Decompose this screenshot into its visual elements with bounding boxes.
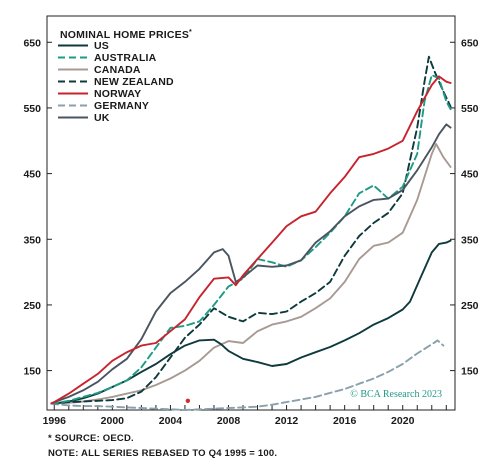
- x-tick-label: 2008: [217, 415, 241, 427]
- chart-title: NOMINAL HOME PRICES*: [60, 29, 192, 41]
- y-tick-left-label: 150: [23, 366, 41, 378]
- y-tick-right-label: 550: [461, 103, 479, 115]
- x-tick-label: 2000: [101, 415, 125, 427]
- y-tick-right-label: 150: [461, 366, 479, 378]
- legend-label-new-zealand: NEW ZEALAND: [94, 76, 174, 88]
- y-tick-right-label: 650: [461, 37, 479, 49]
- red-marker-dot: [185, 398, 191, 404]
- series-line-germany: [50, 339, 445, 411]
- x-tick-label: 2012: [275, 415, 299, 427]
- y-tick-left-label: 250: [23, 300, 41, 312]
- y-tick-left-label: 550: [23, 103, 41, 115]
- source-footnote: * SOURCE: OECD.: [48, 433, 134, 444]
- chart-title-footnote-mark: *: [189, 29, 192, 36]
- series-line-uk: [50, 123, 452, 405]
- plot-frame: [46, 15, 456, 411]
- y-tick-left-label: 350: [23, 234, 41, 246]
- legend-label-norway: NORWAY: [94, 88, 141, 100]
- y-tick-right-label: 250: [461, 300, 479, 312]
- legend-label-canada: CANADA: [94, 64, 141, 76]
- y-tick-left-label: 650: [23, 37, 41, 49]
- y-axis-left: 150 250 350 450 550 650: [23, 37, 52, 378]
- x-tick-label: 2004: [159, 415, 183, 427]
- legend-label-us: US: [94, 40, 109, 52]
- y-tick-right-label: 450: [461, 169, 479, 181]
- legend-label-uk: UK: [94, 112, 110, 124]
- legend-label-australia: AUSTRALIA: [94, 52, 157, 64]
- x-tick-label: 2016: [333, 415, 357, 427]
- x-tick-label: 2020: [391, 415, 415, 427]
- legend: NOMINAL HOME PRICES* USAUSTRALIACANADANE…: [58, 29, 192, 124]
- legend-label-germany: GERMANY: [94, 100, 149, 112]
- series-line-norway: [50, 75, 452, 405]
- y-axis-right: 150 250 350 450 550 650: [450, 37, 479, 378]
- plot-border: [46, 15, 456, 411]
- y-tick-left-label: 450: [23, 169, 41, 181]
- x-axis: 1996 2000 2004 2008 2012 2016 2020: [43, 405, 447, 427]
- chart-title-text: NOMINAL HOME PRICES: [60, 29, 189, 41]
- series-line-australia: [50, 74, 452, 405]
- x-tick-label: 1996: [43, 415, 67, 427]
- series-line-canada: [50, 143, 452, 405]
- credit-label: © BCA Research 2023: [350, 389, 442, 400]
- series-line-new-zealand: [50, 55, 452, 405]
- y-tick-right-label: 350: [461, 234, 479, 246]
- series-lines: [50, 55, 452, 411]
- rebase-note: NOTE: ALL SERIES REBASED TO Q4 1995 = 10…: [48, 448, 278, 459]
